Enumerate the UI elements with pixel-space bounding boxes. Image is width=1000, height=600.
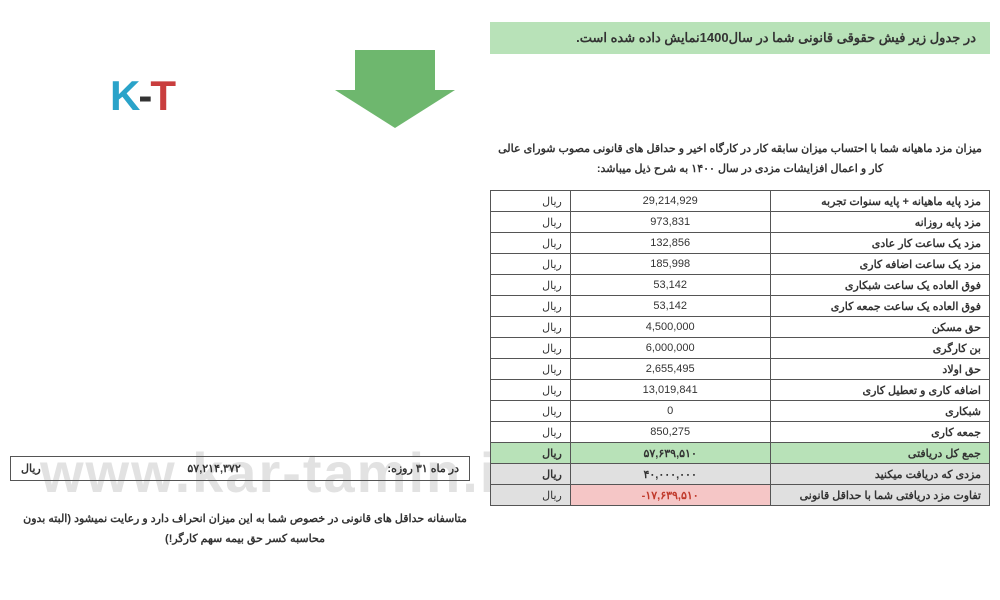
- row-label: مزد پایه روزانه: [770, 212, 990, 233]
- row-unit: ریال: [491, 422, 571, 443]
- row-total: جمع کل دریافتی۵۷,۶۳۹,۵۱۰ریال: [491, 443, 990, 464]
- row-unit: ریال: [491, 296, 571, 317]
- logo-dash: -: [138, 72, 150, 119]
- row-unit: ریال: [491, 191, 571, 212]
- table-row: جمعه کاری850,275ریال: [491, 422, 990, 443]
- table-row: حق اولاد2,655,495ریال: [491, 359, 990, 380]
- row-unit: ریال: [491, 317, 571, 338]
- side-box-value: ۵۷,۲۱۴,۳۷۲: [187, 462, 240, 475]
- arrow-down-icon: [335, 50, 455, 128]
- row-unit: ریال: [491, 401, 571, 422]
- row-unit: ریال: [491, 233, 571, 254]
- row-value: 132,856: [570, 233, 770, 254]
- row-unit: ریال: [491, 359, 571, 380]
- row-label: حق مسکن: [770, 317, 990, 338]
- row-value: 4,500,000: [570, 317, 770, 338]
- table-row: اضافه کاری و تعطیل کاری13,019,841ریال: [491, 380, 990, 401]
- row-label: حق اولاد: [770, 359, 990, 380]
- table-row: حق مسکن4,500,000ریال: [491, 317, 990, 338]
- salary-table: مزد پایه ماهیانه + پایه سنوات تجربه29,21…: [490, 190, 990, 506]
- summary-label: تفاوت مزد دریافتی شما با حداقل قانونی: [770, 485, 990, 506]
- row-unit: ریال: [491, 338, 571, 359]
- row-value: 850,275: [570, 422, 770, 443]
- summary-label: جمع کل دریافتی: [770, 443, 990, 464]
- row-label: اضافه کاری و تعطیل کاری: [770, 380, 990, 401]
- row-label: فوق العاده یک ساعت شبکاری: [770, 275, 990, 296]
- summary-value: ۴۰,۰۰۰,۰۰۰: [570, 464, 770, 485]
- table-row: مزد پایه ماهیانه + پایه سنوات تجربه29,21…: [491, 191, 990, 212]
- row-unit: ریال: [491, 275, 571, 296]
- table-row: بن کارگری6,000,000ریال: [491, 338, 990, 359]
- header-banner: در جدول زیر فیش حقوقی قانونی شما در سال1…: [490, 22, 990, 54]
- row-value: 29,214,929: [570, 191, 770, 212]
- table-row: فوق العاده یک ساعت جمعه کاری53,142ریال: [491, 296, 990, 317]
- banner-text-prefix: در جدول زیر فیش حقوقی قانونی شما در سال: [729, 30, 976, 45]
- table-row: شبکاری0ریال: [491, 401, 990, 422]
- summary-value: ۵۷,۶۳۹,۵۱۰: [570, 443, 770, 464]
- row-value: 973,831: [570, 212, 770, 233]
- row-label: جمعه کاری: [770, 422, 990, 443]
- row-value: 6,000,000: [570, 338, 770, 359]
- row-diff: تفاوت مزد دریافتی شما با حداقل قانونی-۱۷…: [491, 485, 990, 506]
- row-unit: ریال: [491, 212, 571, 233]
- row-label: فوق العاده یک ساعت جمعه کاری: [770, 296, 990, 317]
- row-value: 53,142: [570, 275, 770, 296]
- summary-unit: ریال: [491, 464, 571, 485]
- logo: K-T: [110, 72, 174, 120]
- row-value: 13,019,841: [570, 380, 770, 401]
- banner-year: 1400: [700, 30, 729, 45]
- table-row: فوق العاده یک ساعت شبکاری53,142ریال: [491, 275, 990, 296]
- summary-unit: ریال: [491, 485, 571, 506]
- subtitle-text: میزان مزد ماهیانه شما با احتساب میزان سا…: [490, 140, 990, 180]
- table-row: مزد پایه روزانه973,831ریال: [491, 212, 990, 233]
- logo-t: T: [150, 72, 174, 119]
- row-label: مزد یک ساعت اضافه کاری: [770, 254, 990, 275]
- side-box-label: در ماه ۳۱ روزه:: [387, 462, 459, 475]
- banner-text-suffix: نمایش داده شده است.: [576, 30, 700, 45]
- row-value: 2,655,495: [570, 359, 770, 380]
- side-box: در ماه ۳۱ روزه: ۵۷,۲۱۴,۳۷۲ ریال: [10, 456, 470, 481]
- side-note: متاسفانه حداقل های قانونی در خصوص شما به…: [10, 510, 480, 550]
- row-label: مزد یک ساعت کار عادی: [770, 233, 990, 254]
- row-unit: ریال: [491, 254, 571, 275]
- side-box-unit: ریال: [21, 462, 41, 475]
- row-received: مزدی که دریافت میکنید۴۰,۰۰۰,۰۰۰ریال: [491, 464, 990, 485]
- row-label: بن کارگری: [770, 338, 990, 359]
- table-row: مزد یک ساعت کار عادی132,856ریال: [491, 233, 990, 254]
- row-label: شبکاری: [770, 401, 990, 422]
- table-row: مزد یک ساعت اضافه کاری185,998ریال: [491, 254, 990, 275]
- row-unit: ریال: [491, 380, 571, 401]
- logo-k: K: [110, 72, 138, 119]
- row-value: 185,998: [570, 254, 770, 275]
- row-value: 53,142: [570, 296, 770, 317]
- summary-value: -۱۷,۶۳۹,۵۱۰: [570, 485, 770, 506]
- summary-label: مزدی که دریافت میکنید: [770, 464, 990, 485]
- row-label: مزد پایه ماهیانه + پایه سنوات تجربه: [770, 191, 990, 212]
- row-value: 0: [570, 401, 770, 422]
- summary-unit: ریال: [491, 443, 571, 464]
